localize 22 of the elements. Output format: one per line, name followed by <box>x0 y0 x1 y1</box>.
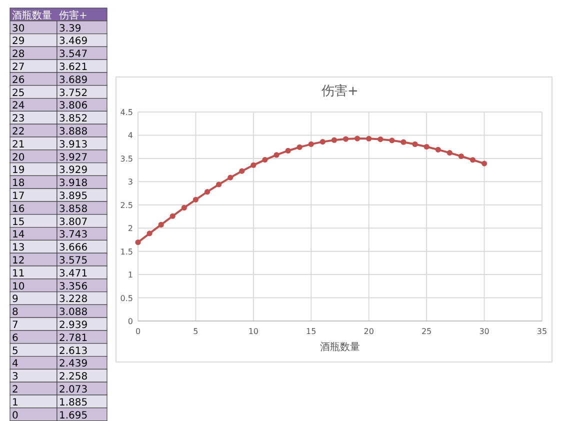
xlabel: 酒瓶数量 <box>320 342 360 353</box>
ytick: 2.5 <box>120 200 133 210</box>
table-header-y: 伤害+ <box>59 10 88 22</box>
ytick: 1.5 <box>120 247 133 256</box>
xtick: 0 <box>135 327 141 336</box>
ytick: 3.5 <box>120 154 133 164</box>
ytick: 4 <box>128 131 133 140</box>
ytick: 1 <box>128 270 133 280</box>
ytick: 2 <box>128 224 133 234</box>
ytick: 0.5 <box>120 294 133 303</box>
xtick: 20 <box>364 327 374 336</box>
ytick: 4.5 <box>120 108 133 117</box>
table-header-x: 酒瓶数量 <box>12 10 52 22</box>
xtick: 5 <box>193 327 198 336</box>
xtick: 25 <box>421 327 432 336</box>
xtick: 15 <box>306 327 316 336</box>
xtick: 35 <box>536 327 548 336</box>
xtick: 30 <box>479 327 490 336</box>
xtick: 10 <box>248 327 259 336</box>
title: 伤害+ <box>322 84 358 99</box>
ytick: 3 <box>128 178 133 187</box>
ytick: 0 <box>128 317 133 326</box>
